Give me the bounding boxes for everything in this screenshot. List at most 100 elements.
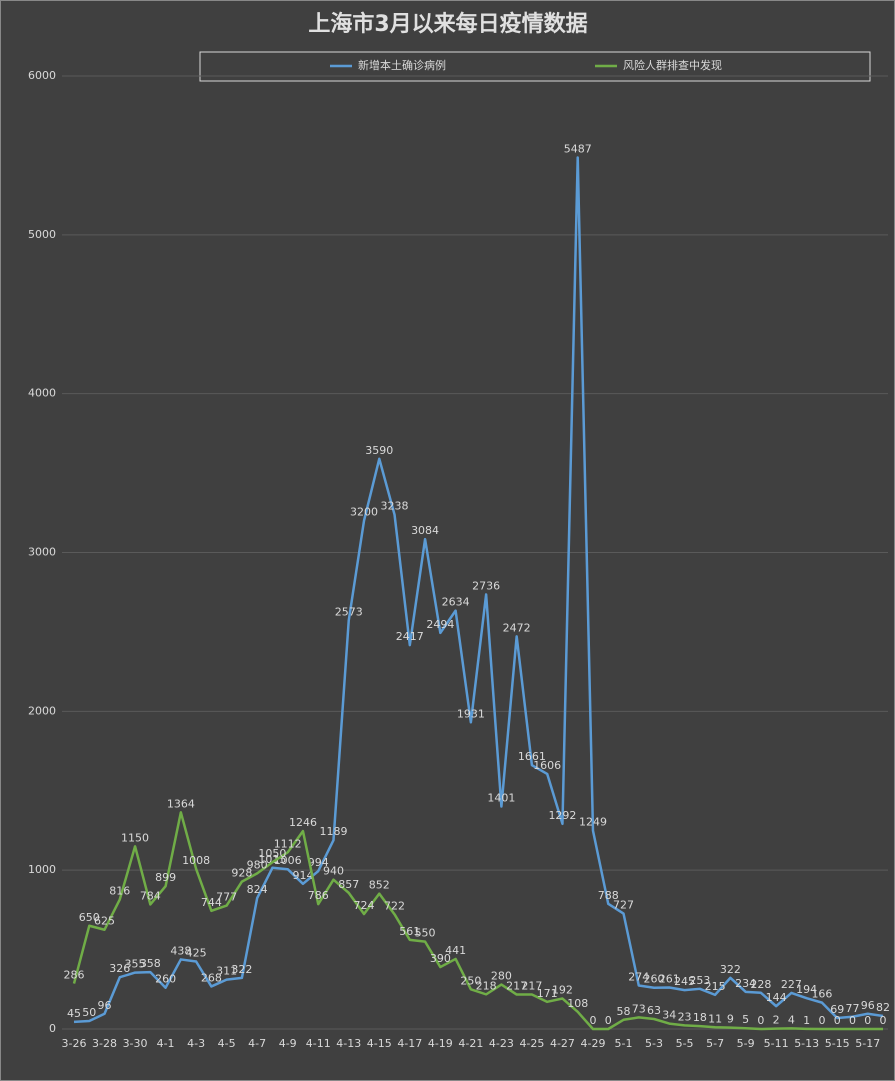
- data-label: 0: [589, 1014, 596, 1027]
- x-tick-label: 4-21: [458, 1037, 483, 1050]
- y-tick-label: 4000: [28, 387, 56, 400]
- data-label: 438: [170, 944, 191, 957]
- data-label: 1: [803, 1014, 810, 1027]
- x-tick-label: 3-28: [92, 1037, 117, 1050]
- data-label: 1606: [533, 759, 561, 772]
- data-label: 144: [766, 991, 787, 1004]
- data-label: 4: [788, 1013, 795, 1026]
- chart-title: 上海市3月以来每日疫情数据: [308, 11, 587, 37]
- data-label: 2: [773, 1014, 780, 1027]
- data-label: 260: [644, 973, 665, 986]
- data-label: 5: [742, 1013, 749, 1026]
- data-label: 550: [415, 927, 436, 940]
- y-tick-label: 2000: [28, 704, 56, 717]
- y-tick-label: 1000: [28, 863, 56, 876]
- x-tick-label: 5-11: [764, 1037, 789, 1050]
- x-tick-label: 4-25: [519, 1037, 544, 1050]
- data-label: 11: [708, 1012, 722, 1025]
- y-tick-label: 5000: [28, 228, 56, 241]
- y-tick-label: 6000: [28, 69, 56, 82]
- x-tick-label: 4-1: [157, 1037, 175, 1050]
- x-tick-label: 5-5: [676, 1037, 694, 1050]
- data-label: 0: [757, 1014, 764, 1027]
- data-label: 1401: [487, 791, 515, 804]
- data-label: 0: [849, 1014, 856, 1027]
- data-label: 50: [82, 1006, 96, 1019]
- data-label: 744: [201, 896, 222, 909]
- x-tick-label: 5-3: [645, 1037, 663, 1050]
- x-tick-label: 4-9: [279, 1037, 297, 1050]
- data-label: 724: [354, 899, 375, 912]
- x-tick-label: 5-13: [794, 1037, 819, 1050]
- data-label: 0: [864, 1014, 871, 1027]
- data-label: 245: [674, 975, 695, 988]
- data-label: 1249: [579, 816, 607, 829]
- data-label: 899: [155, 871, 176, 884]
- x-tick-label: 4-13: [336, 1037, 361, 1050]
- x-tick-label: 5-1: [615, 1037, 633, 1050]
- data-label: 425: [186, 946, 207, 959]
- data-label: 355: [125, 958, 146, 971]
- data-label: 23: [678, 1010, 692, 1023]
- data-label: 1292: [548, 809, 576, 822]
- data-label: 311: [216, 965, 237, 978]
- data-label: 268: [201, 971, 222, 984]
- data-label: 824: [247, 883, 268, 896]
- data-label: 3590: [365, 444, 393, 457]
- data-label: 1112: [274, 837, 302, 850]
- data-label: 2634: [442, 596, 470, 609]
- data-label: 852: [369, 879, 390, 892]
- data-label: 980: [247, 858, 268, 871]
- x-tick-label: 4-15: [367, 1037, 392, 1050]
- data-label: 171: [537, 987, 558, 1000]
- x-tick-label: 5-9: [737, 1037, 755, 1050]
- data-label: 34: [662, 1009, 676, 1022]
- data-label: 816: [109, 884, 130, 897]
- data-label: 777: [216, 891, 237, 904]
- x-tick-label: 4-11: [306, 1037, 331, 1050]
- data-label: 1364: [167, 797, 195, 810]
- series-line: [73, 156, 884, 1024]
- data-label: 358: [140, 957, 161, 970]
- data-label: 1050: [258, 847, 286, 860]
- data-label: 260: [155, 973, 176, 986]
- data-label: 857: [338, 878, 359, 891]
- data-label: 274: [628, 970, 649, 983]
- x-tick-label: 4-29: [580, 1037, 605, 1050]
- data-label: 0: [605, 1014, 612, 1027]
- data-label: 5487: [564, 142, 592, 155]
- data-label: 2417: [396, 630, 424, 643]
- data-label: 722: [384, 899, 405, 912]
- data-label: 2472: [503, 621, 531, 634]
- data-label: 561: [399, 925, 420, 938]
- data-label: 322: [720, 963, 741, 976]
- data-label: 9: [727, 1013, 734, 1026]
- data-label: 2573: [335, 605, 363, 618]
- data-label: 2494: [426, 618, 454, 631]
- data-label: 0: [818, 1014, 825, 1027]
- x-tick-label: 4-23: [489, 1037, 514, 1050]
- data-label: 650: [79, 911, 100, 924]
- data-label: 1015: [258, 853, 286, 866]
- data-label: 286: [64, 969, 85, 982]
- data-label: 1008: [182, 854, 210, 867]
- data-label: 58: [617, 1005, 631, 1018]
- data-label: 73: [632, 1002, 646, 1015]
- data-label: 261: [659, 973, 680, 986]
- legend-label: 风险人群排查中发现: [623, 58, 722, 72]
- data-label: 253: [689, 974, 710, 987]
- data-label: 63: [647, 1004, 661, 1017]
- data-label: 784: [140, 889, 161, 902]
- x-tick-label: 5-17: [855, 1037, 880, 1050]
- data-label: 69: [830, 1003, 844, 1016]
- legend-box: [199, 51, 871, 82]
- x-tick-label: 3-26: [62, 1037, 87, 1050]
- data-label: 914: [292, 869, 313, 882]
- x-tick-label: 5-7: [706, 1037, 724, 1050]
- data-label: 82: [876, 1001, 890, 1014]
- data-label: 280: [491, 970, 512, 983]
- data-label: 1246: [289, 816, 317, 829]
- data-label: 727: [613, 899, 634, 912]
